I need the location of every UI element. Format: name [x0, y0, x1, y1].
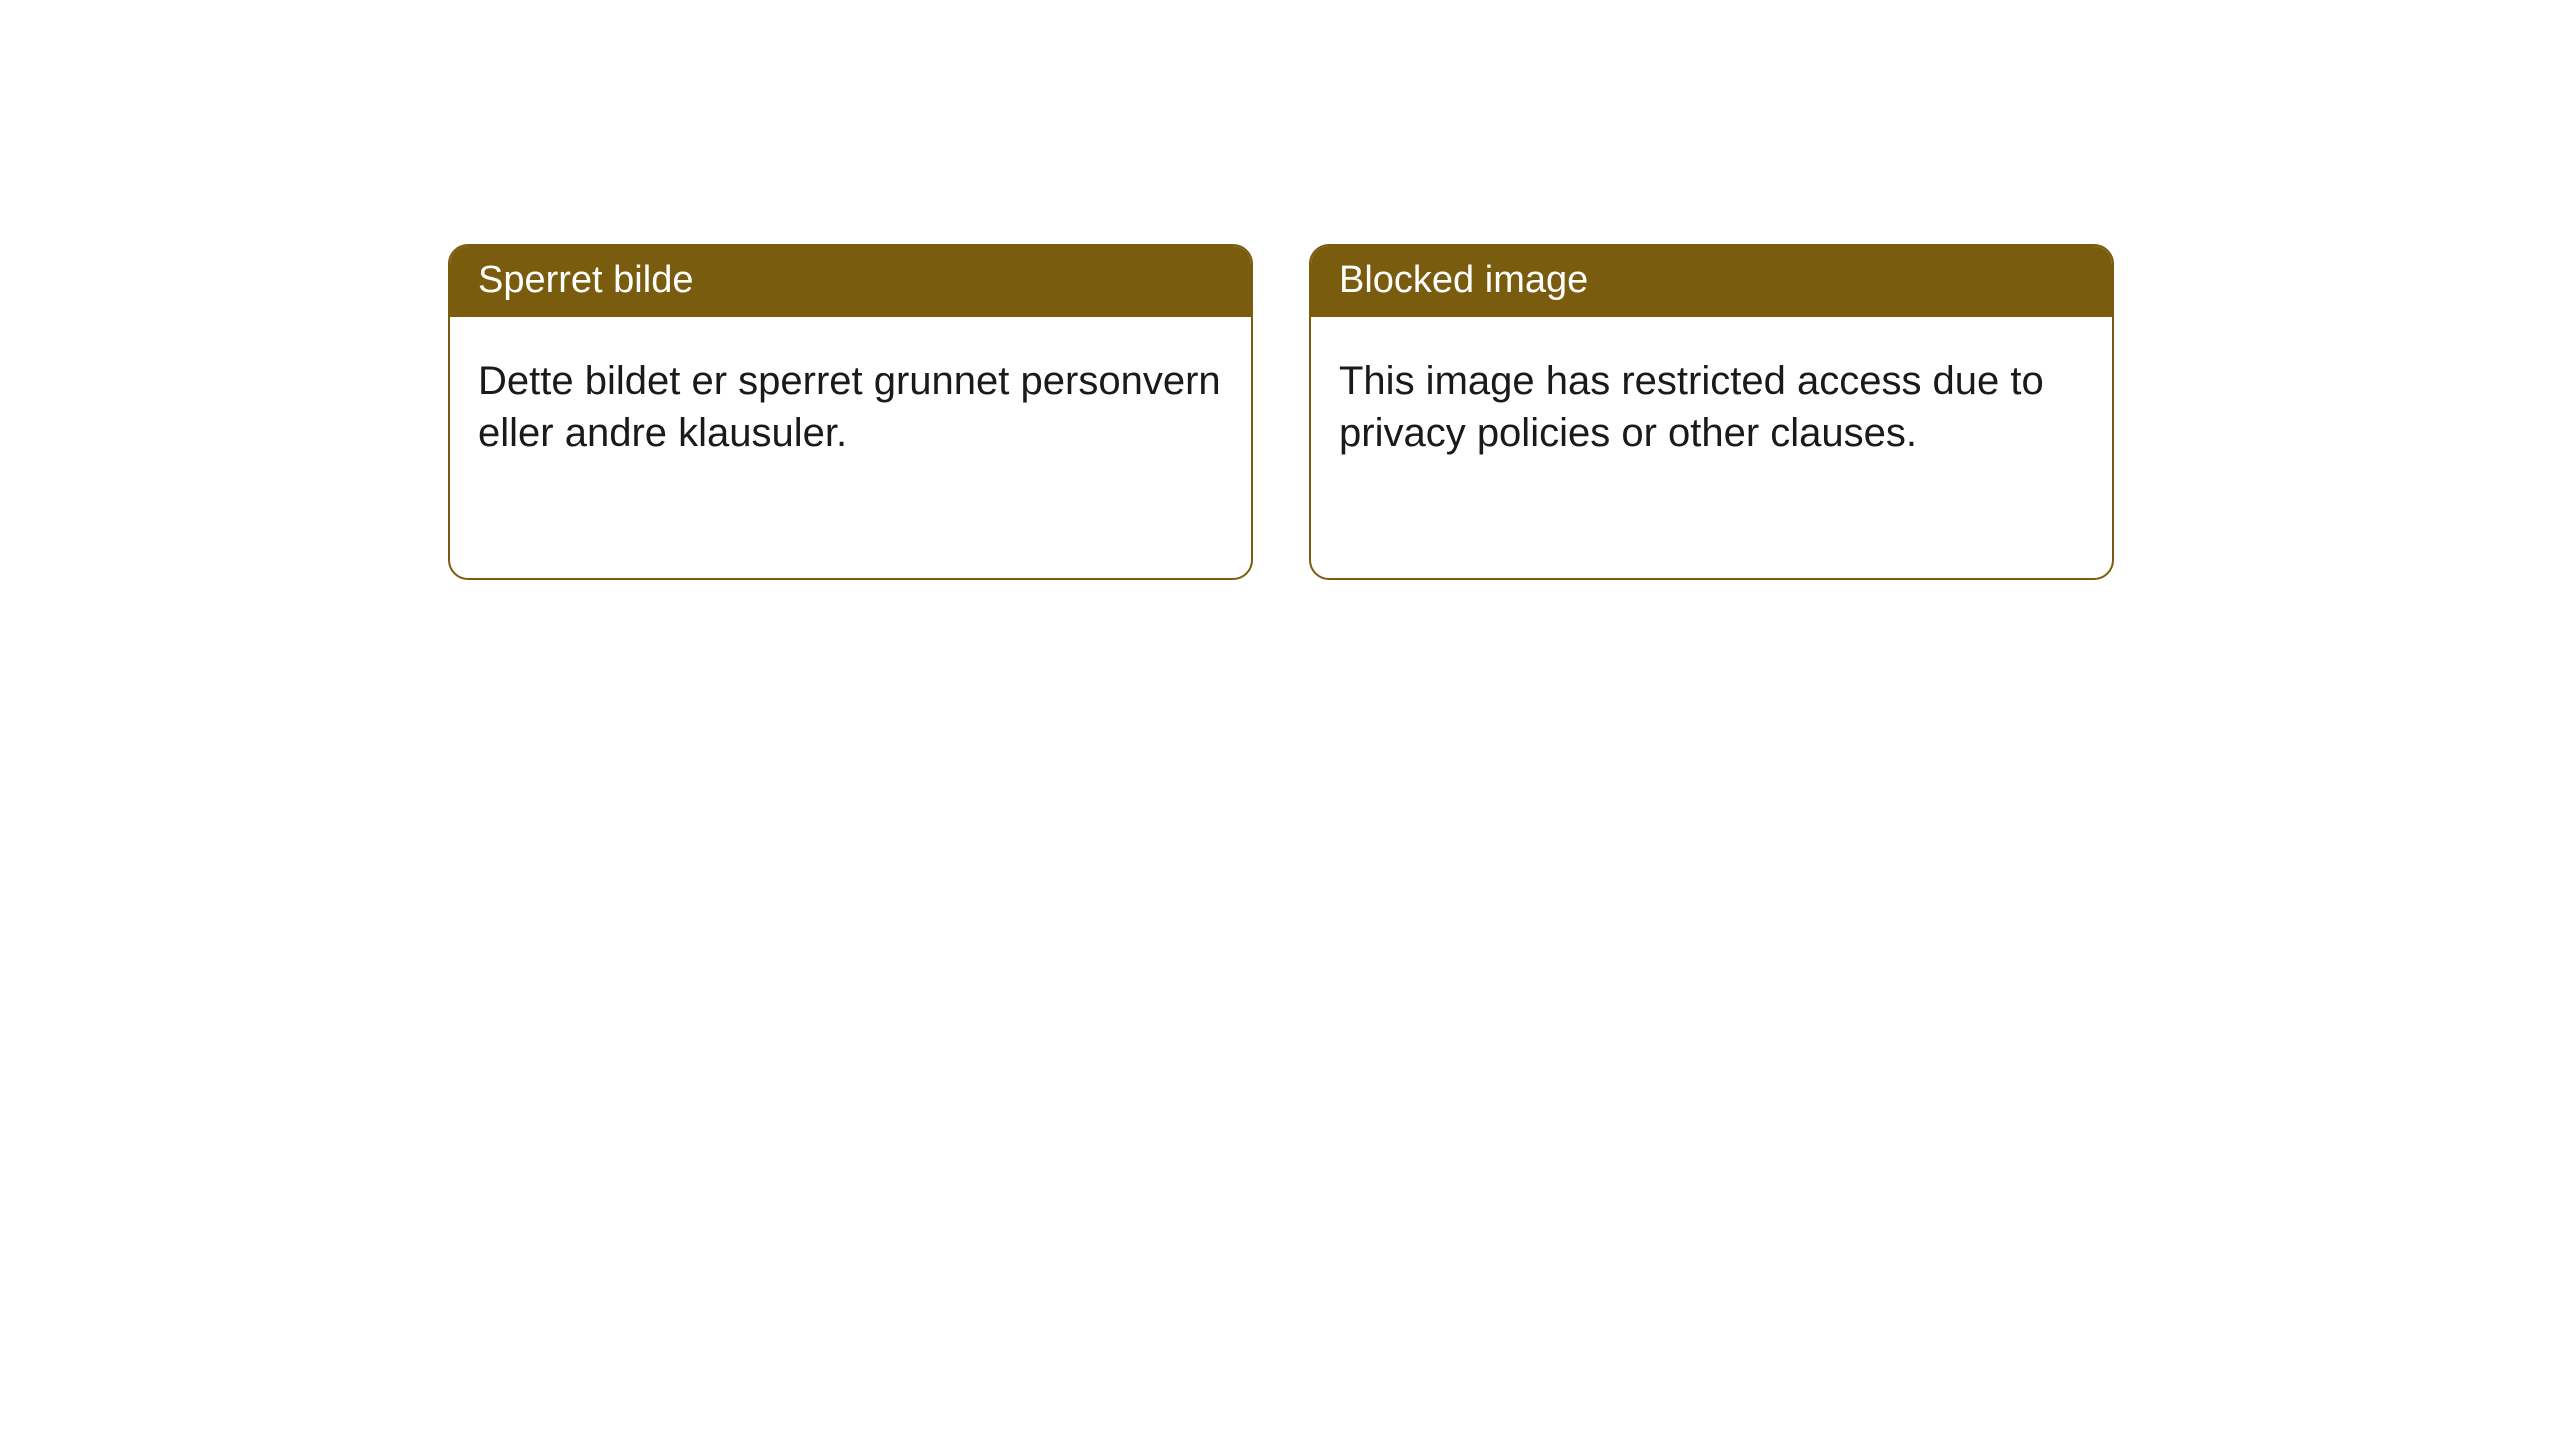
notice-message: This image has restricted access due to … [1339, 359, 2044, 455]
notice-title: Blocked image [1339, 259, 1588, 301]
notice-container: Sperret bilde Dette bildet er sperret gr… [0, 0, 2560, 580]
notice-card-english: Blocked image This image has restricted … [1309, 244, 2114, 580]
notice-title: Sperret bilde [478, 259, 693, 301]
notice-header: Blocked image [1311, 246, 2112, 317]
notice-header: Sperret bilde [450, 246, 1251, 317]
notice-body: This image has restricted access due to … [1311, 317, 2112, 487]
notice-body: Dette bildet er sperret grunnet personve… [450, 317, 1251, 487]
notice-card-norwegian: Sperret bilde Dette bildet er sperret gr… [448, 244, 1253, 580]
notice-message: Dette bildet er sperret grunnet personve… [478, 359, 1221, 455]
